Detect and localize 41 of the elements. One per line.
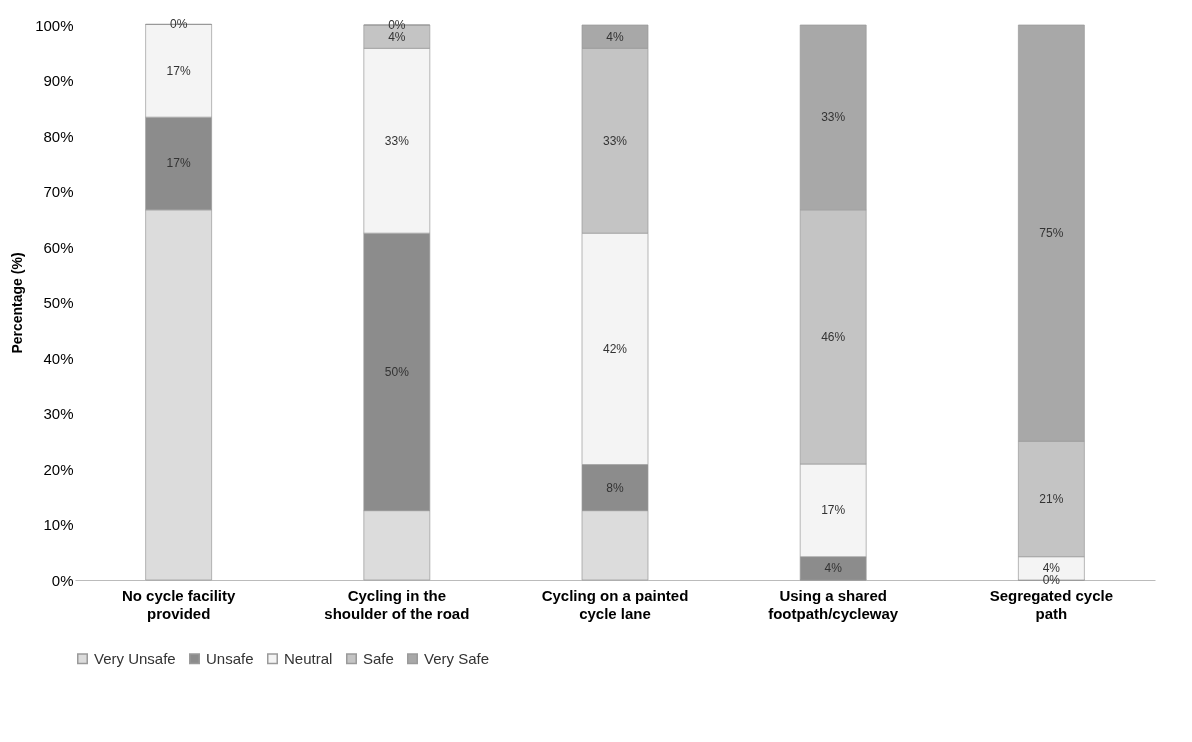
x-tick-label: No cycle facility provided bbox=[121, 586, 236, 622]
data-label: 50% bbox=[384, 364, 410, 379]
y-tick-label: 80% bbox=[43, 127, 74, 145]
data-label: 75% bbox=[1039, 226, 1064, 241]
data-label: 33% bbox=[384, 133, 410, 148]
data-label: 17% bbox=[166, 156, 191, 171]
y-tick-label: 20% bbox=[43, 460, 74, 478]
data-label: 8% bbox=[606, 480, 624, 495]
data-label: 0% bbox=[388, 18, 406, 32]
data-label: 4% bbox=[824, 561, 843, 576]
y-tick-label: 50% bbox=[43, 294, 74, 311]
x-tick-label: Using a shared footpath/cycleway bbox=[768, 586, 899, 622]
legend-label: Safe bbox=[363, 649, 394, 667]
data-label: 42% bbox=[602, 341, 628, 356]
y-tick-label: 100% bbox=[35, 16, 74, 34]
data-label: 17% bbox=[821, 503, 846, 518]
x-tick-label: Segregated cycle path bbox=[989, 586, 1114, 622]
data-label: 0% bbox=[169, 17, 188, 32]
legend-label: Very Unsafe bbox=[94, 649, 176, 667]
y-tick-label: 30% bbox=[43, 405, 74, 422]
data-label: 33% bbox=[821, 110, 846, 125]
y-axis-title: Percentage (%) bbox=[9, 252, 26, 354]
legend-label: Unsafe bbox=[206, 649, 254, 667]
y-tick-label: 40% bbox=[43, 349, 74, 367]
data-label: 4% bbox=[606, 29, 624, 44]
y-tick-label: 10% bbox=[43, 516, 74, 533]
data-label: 4% bbox=[1042, 561, 1061, 576]
x-tick-label: Cycling in the shoulder of the road bbox=[324, 586, 470, 622]
data-label: 0% bbox=[1042, 573, 1061, 587]
legend-label: Neutral bbox=[284, 649, 333, 667]
x-tick-label: Cycling on a painted cycle lane bbox=[541, 586, 689, 622]
y-tick-label: 60% bbox=[43, 238, 74, 256]
data-label: 33% bbox=[602, 133, 628, 148]
y-tick-label: 0% bbox=[51, 571, 74, 589]
data-label: 4% bbox=[388, 29, 406, 44]
data-label: 17% bbox=[166, 63, 191, 78]
legend-label: Very Safe bbox=[424, 649, 490, 667]
data-label: 46% bbox=[821, 329, 846, 344]
y-tick-label: 70% bbox=[43, 183, 74, 200]
data-label: 21% bbox=[1039, 491, 1064, 506]
y-tick-label: 90% bbox=[43, 72, 74, 89]
